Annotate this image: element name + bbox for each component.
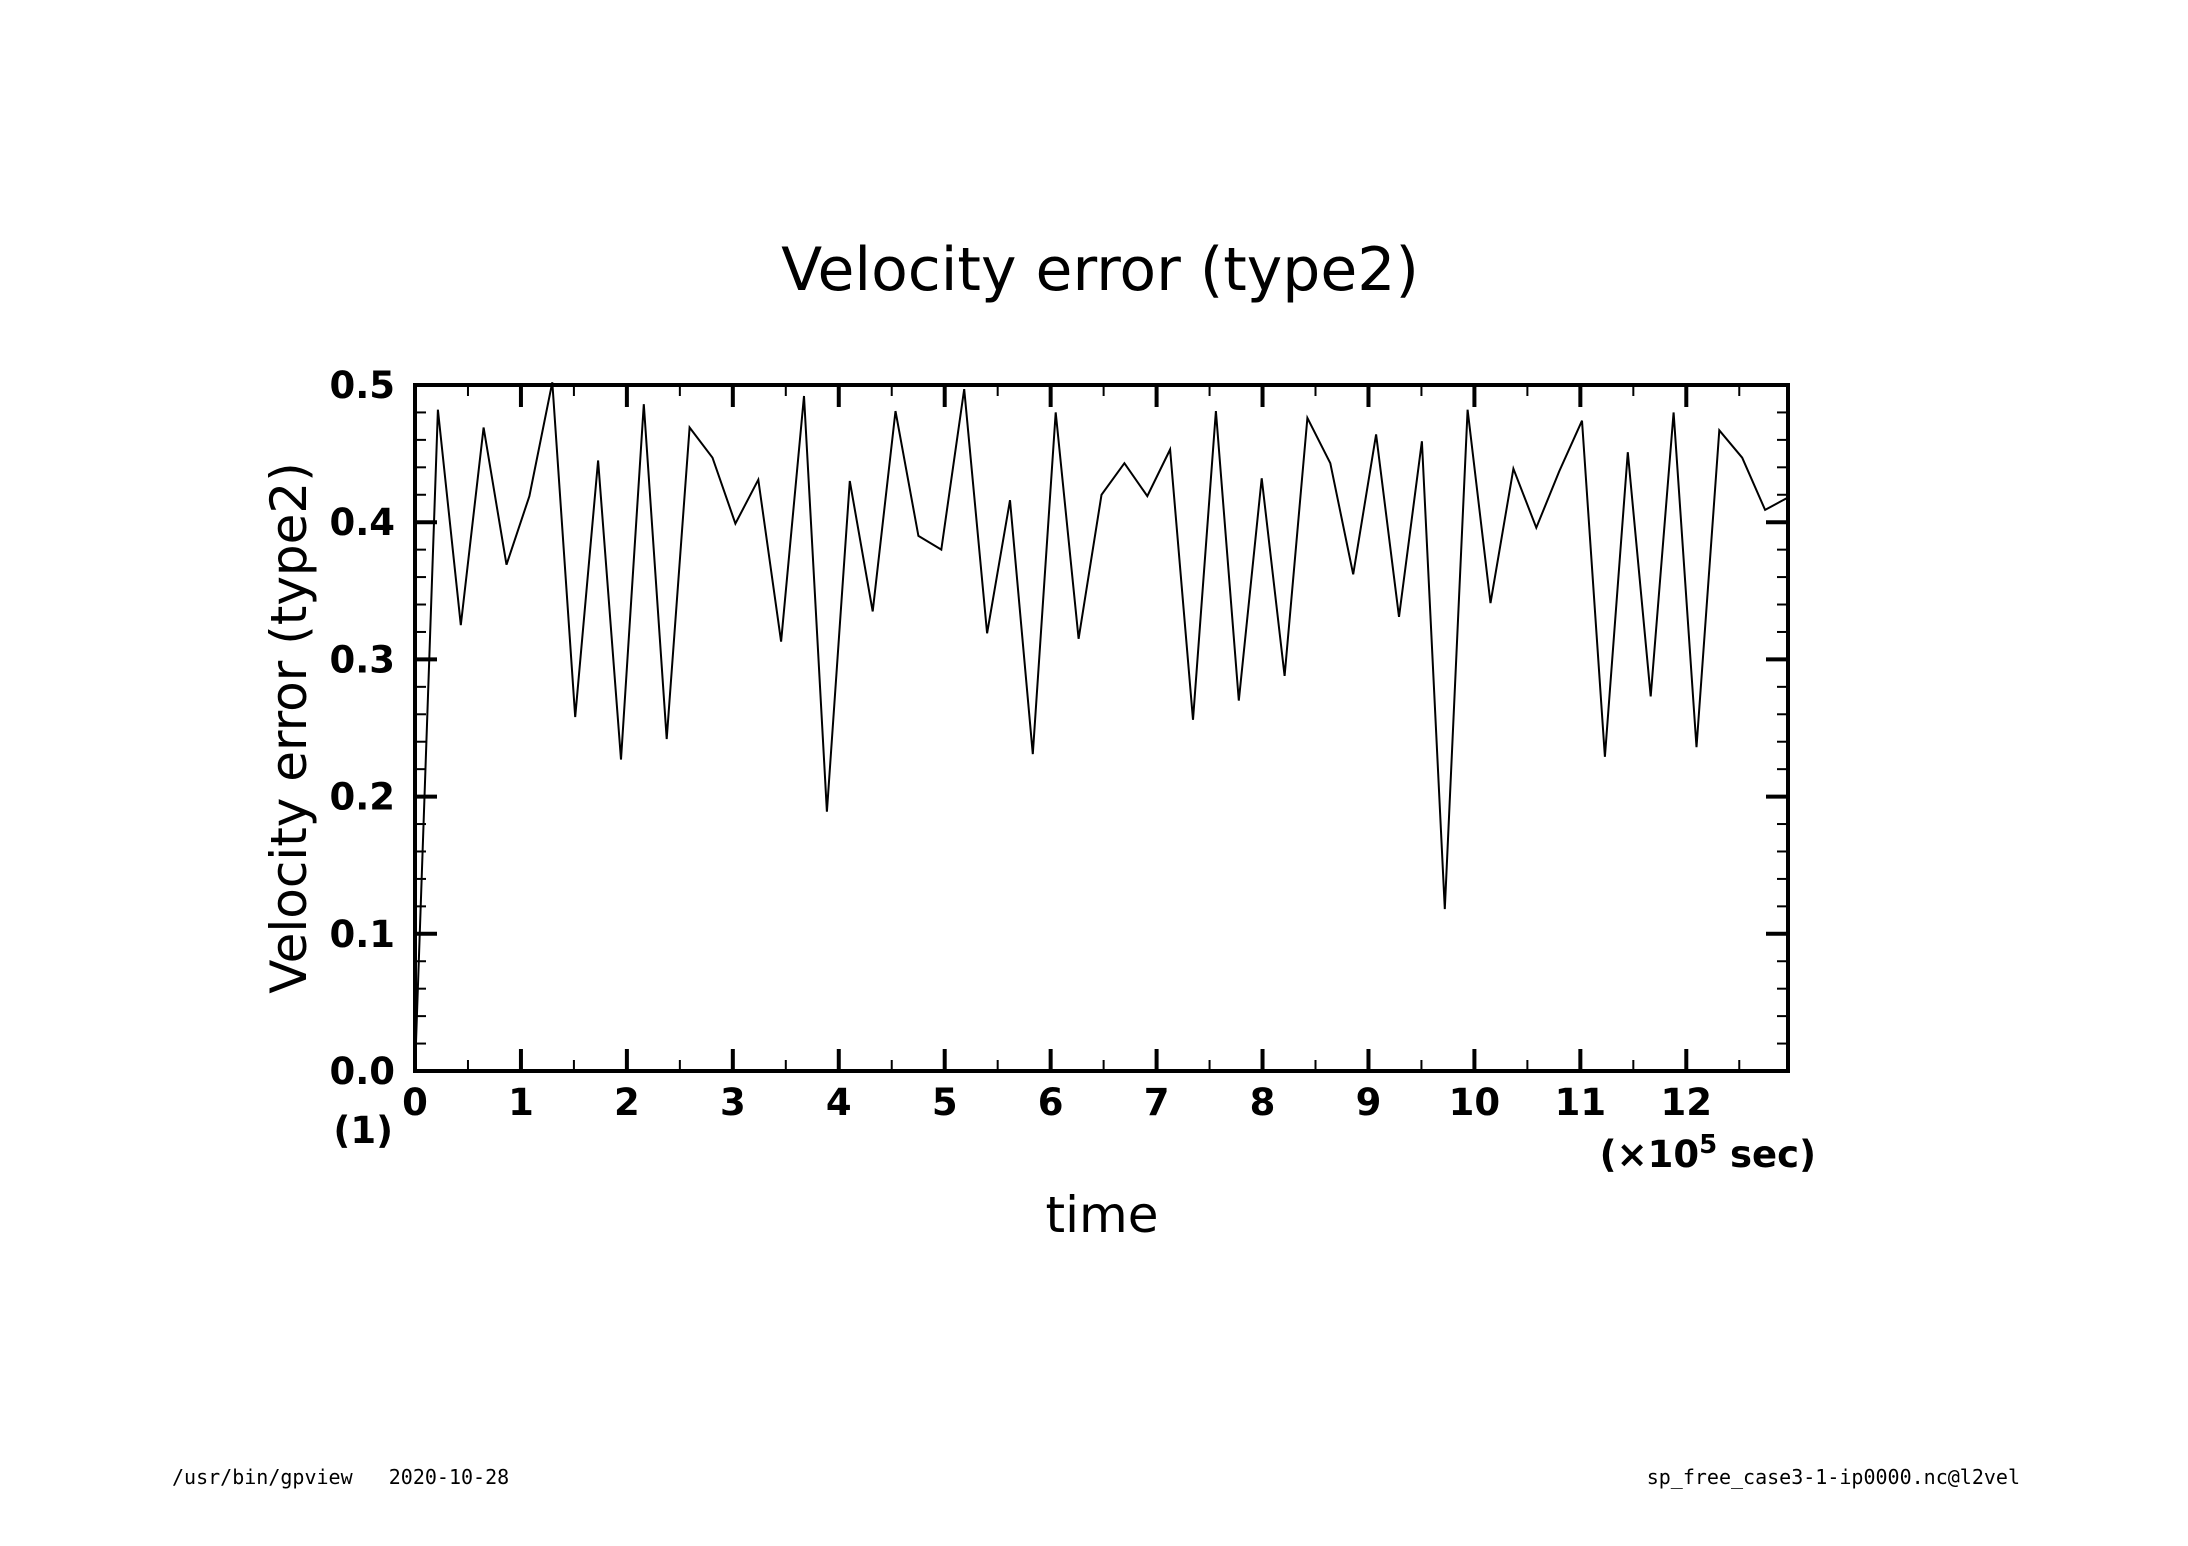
y-tick-label: 0.1 [329,913,395,956]
x-tick-label: 2 [614,1081,640,1124]
x-unit-label: (×105 sec) [1600,1130,1816,1176]
x-tick-label: 9 [1356,1081,1382,1124]
axis-ticks [413,383,1788,1073]
x-tick-label: 12 [1661,1081,1713,1124]
panel-label: (1) [333,1109,393,1152]
y-tick-label: 0.4 [329,501,395,544]
tick-labels: 0 1 2 3 4 5 6 7 8 9 10 11 120.00.10.20.30.40.5 [329,364,1712,1124]
footer-left: /usr/bin/gpview 2020-10-28 [172,1465,509,1489]
x-axis-label: time [1046,1186,1159,1244]
x-unit-suffix: sec) [1717,1133,1816,1176]
plot-frame [413,383,1790,1073]
x-tick-label: 1 [508,1081,534,1124]
y-tick-label: 0.3 [329,638,395,681]
x-unit-exponent: 5 [1699,1130,1717,1160]
y-tick-label: 0.5 [329,364,395,407]
x-tick-label: 3 [720,1081,746,1124]
x-tick-label: 4 [826,1081,852,1124]
x-tick-label: 5 [932,1081,958,1124]
x-tick-label: 10 [1449,1081,1501,1124]
x-unit-prefix: (×10 [1600,1133,1699,1176]
x-tick-label: 8 [1250,1081,1276,1124]
chart-title: Velocity error (type2) [781,235,1419,305]
y-tick-label: 0.2 [329,776,395,819]
x-tick-label: 0 [402,1081,428,1124]
data-line-series [414,382,1789,1072]
x-tick-label: 11 [1555,1081,1607,1124]
y-axis-label: Velocity error (type2) [260,462,318,994]
footer-right: sp_free_case3-1-ip0000.nc@l2vel [1647,1465,2020,1489]
y-tick-label: 0.0 [329,1050,395,1093]
x-tick-label: 6 [1038,1081,1064,1124]
x-tick-label: 7 [1144,1081,1170,1124]
